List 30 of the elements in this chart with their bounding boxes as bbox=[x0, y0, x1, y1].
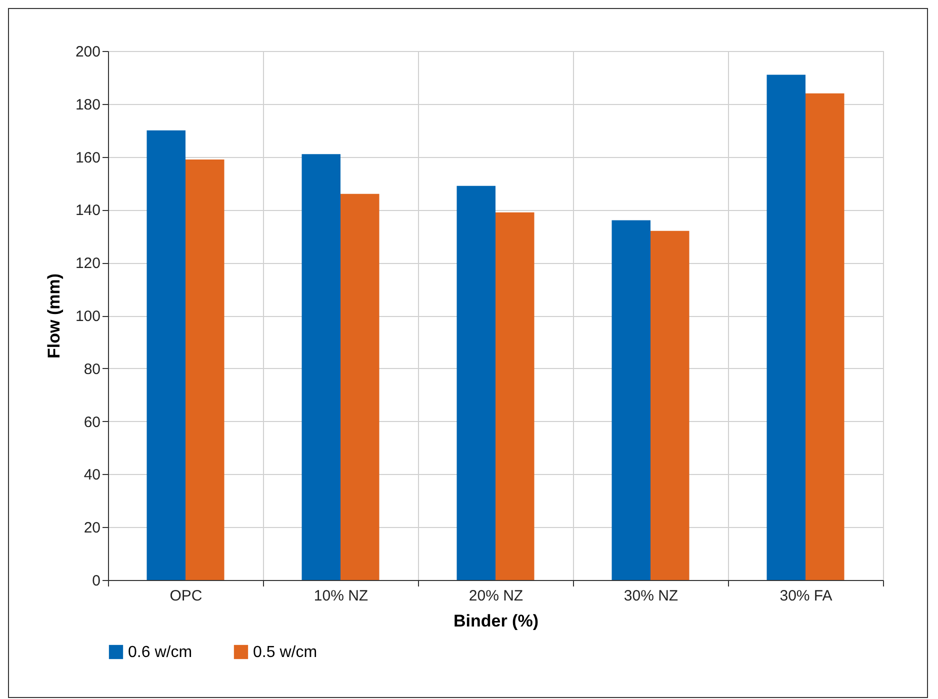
y-tick-label: 160 bbox=[75, 149, 100, 166]
x-tick-label: 20% NZ bbox=[468, 588, 524, 604]
y-tick-label: 20 bbox=[84, 520, 100, 537]
y-tick-label: 140 bbox=[75, 202, 100, 220]
y-tick-label: 60 bbox=[84, 414, 100, 431]
y-tick-label: 40 bbox=[84, 466, 100, 484]
y-tick-label: 100 bbox=[75, 308, 100, 325]
x-axis-title: Binder (%) bbox=[454, 612, 538, 630]
x-tick-label: 30% FA bbox=[780, 588, 832, 604]
bar bbox=[456, 186, 496, 580]
x-tick-label: 10% NZ bbox=[314, 588, 368, 604]
bar bbox=[146, 130, 186, 580]
bar bbox=[186, 159, 224, 580]
y-tick-label: 200 bbox=[75, 44, 100, 60]
bar bbox=[340, 194, 380, 580]
x-tick-label: OPC bbox=[170, 588, 202, 604]
legend-label: 0.6 w/cm bbox=[128, 644, 192, 661]
y-tick-label: 0 bbox=[92, 572, 100, 590]
bar bbox=[766, 74, 806, 580]
bar bbox=[650, 230, 690, 580]
bar bbox=[612, 220, 650, 580]
x-tick-label: 30% NZ bbox=[624, 588, 678, 604]
bar bbox=[806, 93, 844, 580]
y-axis-title: Flow (mm) bbox=[44, 274, 64, 358]
bar bbox=[496, 212, 534, 580]
y-tick-label: 120 bbox=[75, 255, 100, 272]
y-tick-label: 180 bbox=[75, 96, 100, 114]
legend-label: 0.5 w/cm bbox=[253, 644, 318, 661]
bar bbox=[302, 154, 340, 580]
y-tick-label: 80 bbox=[84, 360, 100, 378]
